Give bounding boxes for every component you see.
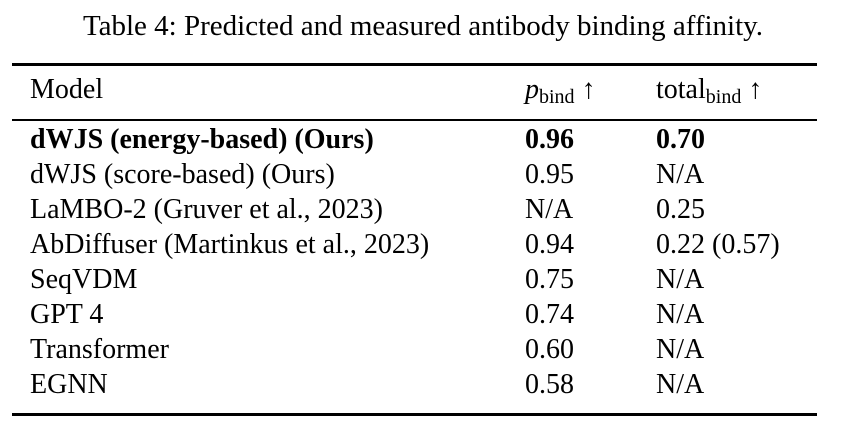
table-mid-rule xyxy=(12,119,817,121)
header-p-bind: pbind ↑ xyxy=(525,73,596,107)
row-total-bind: N/A xyxy=(656,369,705,400)
row-model: GPT 4 xyxy=(30,299,104,330)
row-total-bind: N/A xyxy=(656,264,705,295)
header-model: Model xyxy=(30,74,104,105)
header-p-base: p xyxy=(525,74,539,105)
table-bottom-rule xyxy=(12,413,817,416)
table-top-rule xyxy=(12,63,817,66)
header-total-bind: totalbind ↑ xyxy=(656,73,762,107)
row-model: LaMBO-2 (Gruver et al., 2023) xyxy=(30,194,384,225)
row-p-bind: 0.74 xyxy=(525,299,574,330)
header-p-arrow: ↑ xyxy=(581,74,596,105)
row-total-bind: N/A xyxy=(656,299,705,330)
row-total-bind: 0.70 xyxy=(656,124,705,155)
row-p-bind: 0.75 xyxy=(525,264,574,295)
row-model: dWJS (energy-based) (Ours) xyxy=(30,124,374,155)
row-p-bind: 0.95 xyxy=(525,159,574,190)
row-p-bind: N/A xyxy=(525,194,574,225)
table-caption: Table 4: Predicted and measured antibody… xyxy=(82,10,764,42)
row-model: AbDiffuser (Martinkus et al., 2023) xyxy=(30,229,430,260)
header-t-arrow: ↑ xyxy=(748,74,763,105)
row-total-bind: N/A xyxy=(656,334,705,365)
row-p-bind: 0.96 xyxy=(525,124,574,155)
header-p-sub: bind xyxy=(539,86,575,108)
row-model: SeqVDM xyxy=(30,264,138,295)
row-model: dWJS (score-based) (Ours) xyxy=(30,159,335,190)
row-model: EGNN xyxy=(30,369,108,400)
header-t-sub: bind xyxy=(705,86,742,108)
row-total-bind: N/A xyxy=(656,159,705,190)
row-p-bind: 0.60 xyxy=(525,334,574,365)
row-p-bind: 0.94 xyxy=(525,229,574,260)
header-t-base: total xyxy=(656,74,706,105)
row-p-bind: 0.58 xyxy=(525,369,574,400)
row-model: Transformer xyxy=(30,334,169,365)
row-total-bind: 0.25 xyxy=(656,194,705,225)
row-total-bind: 0.22 (0.57) xyxy=(656,229,780,260)
